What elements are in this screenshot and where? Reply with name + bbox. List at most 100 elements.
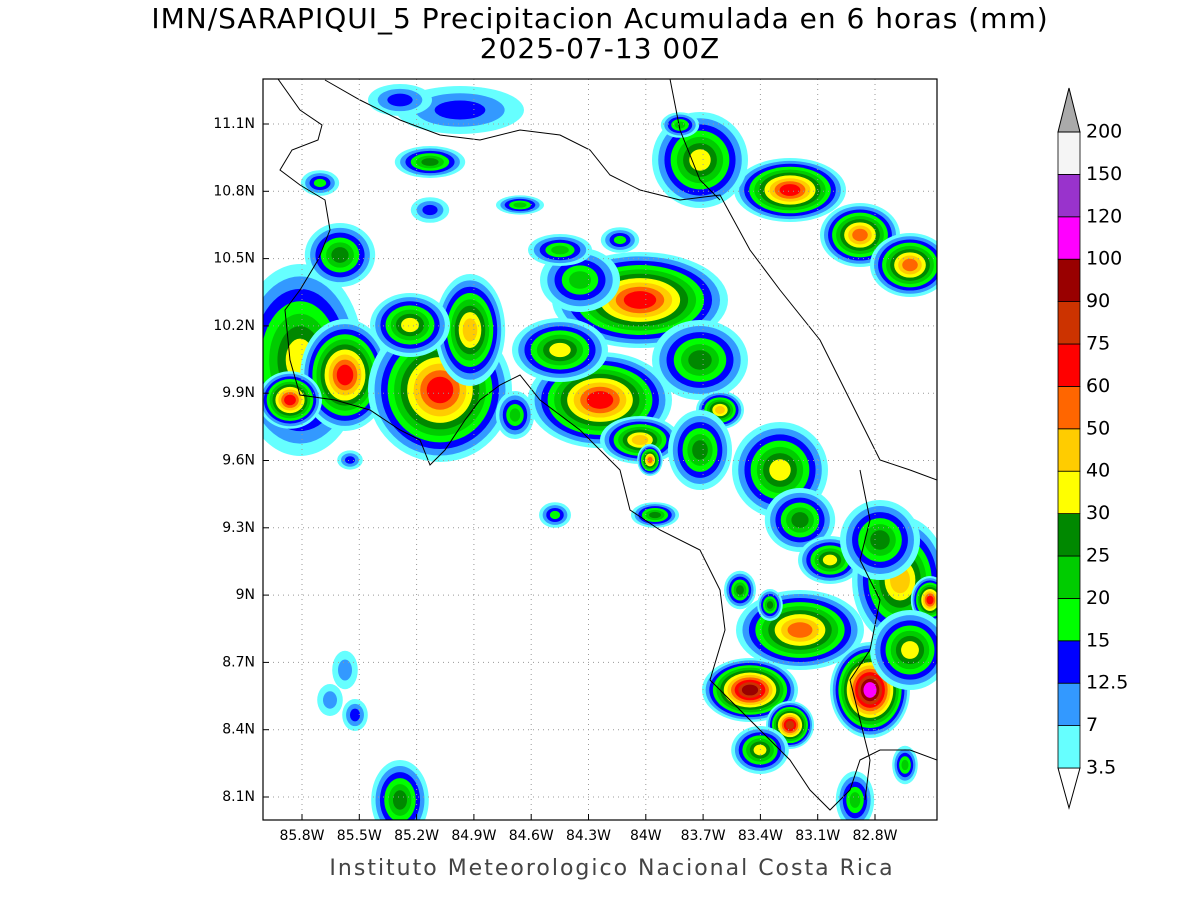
colorbar-box — [1057, 640, 1081, 684]
precip-area — [551, 245, 569, 255]
precip-area — [769, 459, 791, 481]
precip-area — [392, 790, 408, 810]
precip-area — [736, 585, 744, 595]
colorbar-box — [1057, 428, 1081, 472]
colorbar-label: 200 — [1086, 121, 1122, 143]
lat-label: 11.1N — [213, 116, 255, 132]
colorbar-box — [1057, 555, 1081, 599]
colorbar-box — [1057, 470, 1081, 515]
colorbar-label: 40 — [1086, 460, 1110, 482]
precip-area — [509, 408, 521, 422]
precip-area — [631, 435, 649, 445]
colorbar-label: 12.5 — [1086, 672, 1128, 694]
colorbar-over — [1057, 87, 1081, 133]
colorbar-box — [1057, 385, 1081, 430]
precip-area — [613, 235, 627, 245]
lat-label: 10.5N — [213, 251, 255, 267]
precip-area — [349, 708, 361, 722]
precip-area — [549, 510, 561, 520]
lat-label: 8.7N — [222, 654, 255, 670]
precip-area — [331, 247, 349, 263]
precip-area — [849, 792, 861, 808]
colorbar-label: 15 — [1086, 629, 1110, 651]
colorbar-label: 25 — [1086, 545, 1110, 567]
colorbar-box — [1057, 258, 1081, 303]
precip-area — [387, 93, 413, 107]
colorbar-box — [1057, 682, 1081, 727]
precip-area — [401, 317, 419, 333]
precip-area — [336, 364, 354, 386]
precip-area — [434, 100, 486, 120]
border-line — [669, 79, 721, 201]
precip-area — [647, 456, 653, 464]
precip-area — [623, 291, 657, 309]
colorbar-label: 20 — [1086, 587, 1110, 609]
precip-area — [323, 691, 337, 709]
precip-area — [344, 456, 356, 464]
lat-label: 9.6N — [222, 453, 255, 469]
lon-label: 83.7W — [681, 828, 726, 844]
colorbar-label: 100 — [1086, 248, 1122, 270]
precip-area — [779, 184, 801, 196]
precip-area — [284, 394, 296, 406]
colorbar-box — [1057, 301, 1081, 345]
lat-label: 10.2N — [213, 318, 255, 334]
lon-label: 85.2W — [394, 828, 439, 844]
colorbar-label: 3.5 — [1086, 757, 1116, 779]
precip-area — [338, 659, 352, 681]
precip-area — [688, 350, 712, 370]
lon-label: 85.8W — [279, 828, 324, 844]
colorbar-label: 120 — [1086, 205, 1122, 227]
border-line — [849, 469, 881, 801]
precip-area — [462, 318, 478, 342]
precip-area — [421, 158, 439, 166]
graticule — [263, 79, 937, 820]
precip-area — [852, 228, 868, 242]
precip-area — [766, 601, 774, 609]
precip-area — [674, 121, 686, 129]
colorbar-label: 150 — [1086, 163, 1122, 185]
precip-area — [822, 554, 838, 566]
precip-area — [787, 622, 813, 638]
precip-area — [569, 271, 591, 289]
border-line — [324, 79, 937, 481]
colorbar-label: 60 — [1086, 375, 1110, 397]
precip-area — [313, 178, 327, 188]
precip-area — [785, 720, 795, 730]
lat-label: 8.4N — [222, 722, 255, 738]
colorbar-label: 7 — [1086, 714, 1098, 736]
precip-area — [901, 641, 919, 659]
lat-label: 9.3N — [222, 520, 255, 536]
lon-label: 82.8W — [852, 828, 897, 844]
precip-area — [692, 440, 708, 460]
colorbar-label: 30 — [1086, 502, 1110, 524]
colorbar-label: 75 — [1086, 333, 1110, 355]
lon-label: 84.6W — [509, 828, 554, 844]
precip-area — [753, 744, 767, 756]
precip-area — [863, 682, 877, 698]
precip-area — [715, 406, 725, 414]
lat-label: 9N — [236, 587, 255, 603]
lat-label: 9.9N — [222, 385, 255, 401]
colorbar-box — [1057, 725, 1081, 769]
lat-label: 10.8N — [213, 183, 255, 199]
lon-label: 83.4W — [738, 828, 783, 844]
axis-labels: 11.1N 10.8N 10.5N 10.2N 9.9N 9.6N 9.3N 9N 8.7N 8.… — [213, 116, 897, 844]
colorbar-box — [1057, 598, 1081, 642]
footer: Instituto Meteorologico Nacional Costa R… — [329, 856, 894, 881]
colorbar-label: 50 — [1086, 417, 1110, 439]
lon-label: 85.5W — [337, 828, 382, 844]
coastlines — [277, 79, 937, 811]
title: IMN/SARAPIQUI_5 Precipitacion Acumulada … — [151, 2, 1048, 35]
colorbar-box — [1057, 343, 1081, 387]
colorbar-box — [1057, 131, 1081, 175]
precip-area — [586, 391, 614, 409]
lon-label: 84W — [630, 828, 662, 844]
colorbar-label: 90 — [1086, 290, 1110, 312]
precip-field — [263, 84, 937, 820]
colorbar-under — [1057, 767, 1081, 810]
colorbar: 3.5 7 12.5 15 20 25 30 40 50 60 75 90 100 120 150 200 — [1057, 87, 1128, 810]
precip-area — [649, 511, 661, 519]
colorbar-box — [1057, 216, 1081, 260]
